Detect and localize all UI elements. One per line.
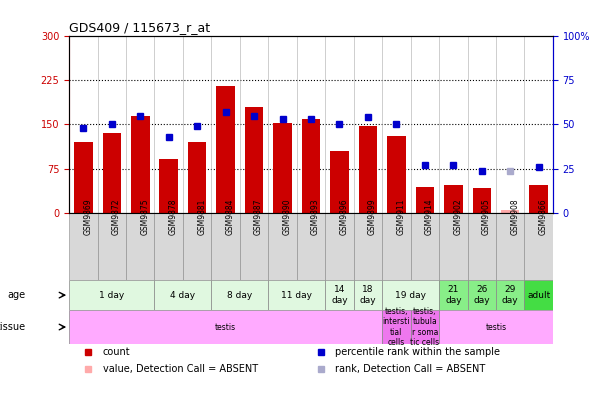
Text: 14
day: 14 day: [331, 286, 348, 305]
Text: 4 day: 4 day: [171, 291, 195, 300]
Text: 11 day: 11 day: [281, 291, 313, 300]
Text: GSM9902: GSM9902: [453, 198, 462, 235]
Bar: [525, 280, 553, 310]
Bar: [529, 185, 548, 213]
Bar: [325, 280, 354, 310]
Bar: [410, 310, 439, 344]
Text: 8 day: 8 day: [227, 291, 252, 300]
Bar: [468, 280, 496, 310]
Bar: [273, 123, 292, 213]
Bar: [382, 280, 439, 310]
Bar: [154, 280, 212, 310]
Text: GSM9896: GSM9896: [340, 198, 349, 235]
Bar: [126, 213, 154, 280]
Bar: [444, 185, 463, 213]
Text: testis: testis: [486, 322, 507, 331]
Bar: [416, 187, 434, 213]
Bar: [496, 280, 525, 310]
Text: testis: testis: [215, 322, 236, 331]
Bar: [69, 310, 382, 344]
Text: percentile rank within the sample: percentile rank within the sample: [335, 346, 500, 357]
Text: 1 day: 1 day: [99, 291, 124, 300]
Bar: [69, 280, 154, 310]
Bar: [69, 213, 97, 280]
Bar: [154, 213, 183, 280]
Bar: [183, 213, 212, 280]
Text: GSM9905: GSM9905: [482, 198, 491, 235]
Bar: [410, 213, 439, 280]
Bar: [525, 213, 553, 280]
Bar: [240, 213, 268, 280]
Text: GSM9887: GSM9887: [254, 198, 263, 235]
Bar: [354, 280, 382, 310]
Text: 21
day: 21 day: [445, 286, 462, 305]
Bar: [382, 310, 410, 344]
Text: tissue: tissue: [0, 322, 26, 332]
Text: GSM9911: GSM9911: [397, 198, 406, 235]
Bar: [354, 213, 382, 280]
Text: GSM9875: GSM9875: [140, 198, 149, 235]
Bar: [188, 142, 206, 213]
Text: testis,
intersti
tial
cells: testis, intersti tial cells: [383, 307, 410, 347]
Text: GSM9869: GSM9869: [84, 198, 93, 235]
Bar: [359, 126, 377, 213]
Bar: [297, 213, 325, 280]
Text: value, Detection Call = ABSENT: value, Detection Call = ABSENT: [103, 364, 258, 375]
Bar: [74, 142, 93, 213]
Text: 26
day: 26 day: [474, 286, 490, 305]
Bar: [325, 213, 354, 280]
Bar: [216, 86, 235, 213]
Text: GSM9884: GSM9884: [225, 198, 234, 235]
Text: GSM9866: GSM9866: [538, 198, 548, 235]
Bar: [212, 280, 268, 310]
Text: GSM9908: GSM9908: [510, 198, 519, 235]
Bar: [439, 280, 468, 310]
Text: GSM9881: GSM9881: [197, 198, 206, 235]
Text: GSM9899: GSM9899: [368, 198, 377, 235]
Bar: [212, 213, 240, 280]
Text: rank, Detection Call = ABSENT: rank, Detection Call = ABSENT: [335, 364, 486, 375]
Bar: [330, 151, 349, 213]
Bar: [103, 133, 121, 213]
Bar: [245, 107, 263, 213]
Text: GSM9890: GSM9890: [282, 198, 291, 235]
Bar: [496, 213, 525, 280]
Text: adult: adult: [527, 291, 551, 300]
Bar: [501, 210, 519, 213]
Bar: [382, 213, 410, 280]
Bar: [268, 280, 325, 310]
Bar: [131, 116, 150, 213]
Text: 29
day: 29 day: [502, 286, 519, 305]
Bar: [439, 310, 553, 344]
Bar: [439, 213, 468, 280]
Bar: [268, 213, 297, 280]
Bar: [468, 213, 496, 280]
Bar: [97, 213, 126, 280]
Text: testis,
tubula
r soma
tic cells: testis, tubula r soma tic cells: [410, 307, 439, 347]
Text: GSM9893: GSM9893: [311, 198, 320, 235]
Text: count: count: [103, 346, 130, 357]
Text: 19 day: 19 day: [395, 291, 426, 300]
Text: 18
day: 18 day: [359, 286, 376, 305]
Text: age: age: [7, 290, 26, 300]
Text: GSM9914: GSM9914: [425, 198, 434, 235]
Bar: [302, 118, 320, 213]
Bar: [159, 159, 178, 213]
Bar: [472, 188, 491, 213]
Text: GSM9878: GSM9878: [169, 198, 178, 235]
Text: GDS409 / 115673_r_at: GDS409 / 115673_r_at: [69, 21, 210, 34]
Bar: [387, 136, 406, 213]
Text: GSM9872: GSM9872: [112, 198, 121, 235]
